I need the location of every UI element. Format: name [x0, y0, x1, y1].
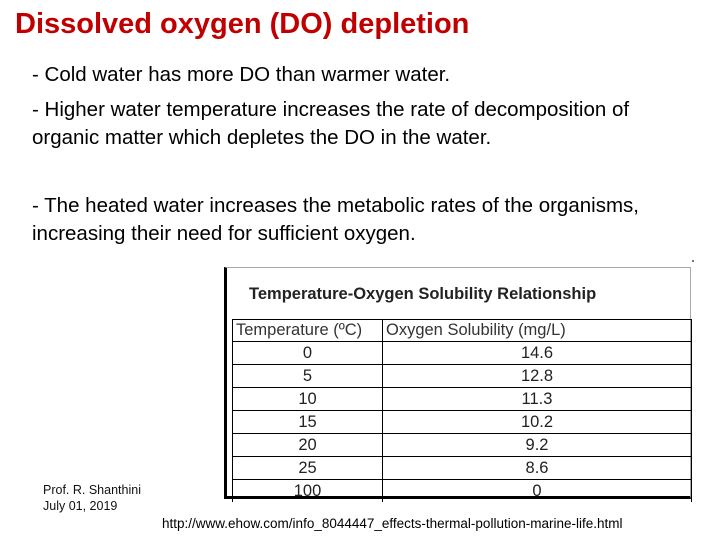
temperature-cell: 10 — [232, 387, 383, 411]
table-row: 5 12.8 — [232, 364, 692, 388]
temperature-cell: 15 — [232, 410, 383, 434]
table-row: 100 0 — [232, 479, 692, 502]
solubility-cell: 9.2 — [382, 433, 692, 457]
bullet-metabolic-rates: - The heated water increases the metabol… — [32, 194, 639, 245]
solubility-cell: 8.6 — [382, 456, 692, 480]
header-temperature: Temperature (ºC) — [232, 319, 383, 342]
table-row: 15 10.2 — [232, 410, 692, 434]
decorative-dot — [692, 260, 694, 262]
author-credit: Prof. R. Shanthini July 01, 2019 — [43, 482, 141, 514]
slide-title: Dissolved oxygen (DO) depletion — [15, 8, 470, 40]
table-row: 25 8.6 — [232, 456, 692, 480]
temperature-cell: 25 — [232, 456, 383, 480]
solubility-cell: 14.6 — [382, 341, 692, 365]
bullet-cold-water: - Cold water has more DO than warmer wat… — [32, 63, 451, 86]
solubility-cell: 10.2 — [382, 410, 692, 434]
table-row: 0 14.6 — [232, 341, 692, 365]
temperature-cell: 5 — [232, 364, 383, 388]
bullet-decomposition: - Higher water temperature increases the… — [32, 98, 630, 149]
solubility-cell: 11.3 — [382, 387, 692, 411]
solubility-cell: 0 — [382, 479, 692, 502]
source-url[interactable]: http://www.ehow.com/info_8044447_effects… — [162, 516, 623, 531]
temperature-cell: 100 — [232, 479, 383, 502]
solubility-table: Temperature (ºC) Oxygen Solubility (mg/L… — [232, 319, 692, 502]
table-row: 20 9.2 — [232, 433, 692, 457]
table-row: 10 11.3 — [232, 387, 692, 411]
table-header-row: Temperature (ºC) Oxygen Solubility (mg/L… — [232, 319, 692, 342]
author-name: Prof. R. Shanthini — [43, 483, 141, 497]
solubility-cell: 12.8 — [382, 364, 692, 388]
header-oxygen-solubility: Oxygen Solubility (mg/L) — [382, 319, 692, 342]
presentation-date: July 01, 2019 — [43, 499, 118, 513]
solubility-table-image: Temperature-Oxygen Solubility Relationsh… — [224, 267, 692, 502]
temperature-cell: 20 — [232, 433, 383, 457]
table-title: Temperature-Oxygen Solubility Relationsh… — [249, 285, 597, 303]
temperature-cell: 0 — [232, 341, 383, 365]
